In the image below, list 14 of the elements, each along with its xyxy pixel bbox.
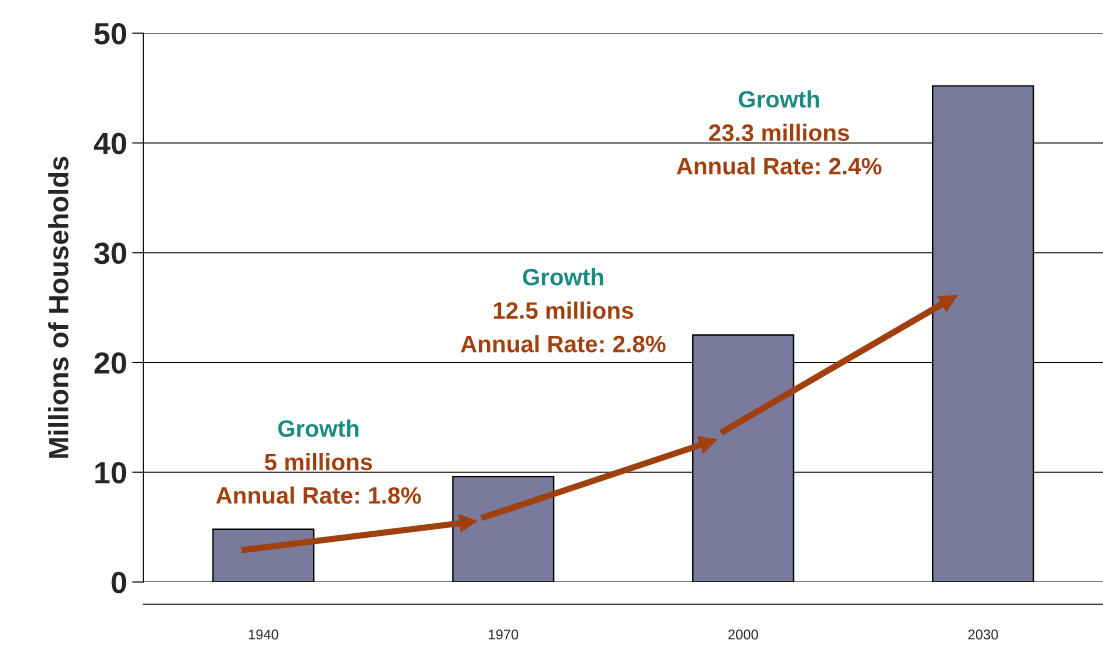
x-tick-label: 1970 (488, 629, 519, 640)
x-tick-label: 2000 (728, 629, 759, 640)
y-tick-label: 0 (111, 571, 127, 594)
y-tick-label: 10 (95, 461, 127, 484)
x-tick-label: 1940 (248, 629, 279, 640)
y-tick-label: 30 (94, 242, 127, 265)
y-tick-label: 40 (93, 132, 127, 155)
y-tick-label: 50 (94, 22, 127, 45)
y-axis-title: Millions of Households (48, 156, 69, 458)
y-tick-label: 20 (94, 352, 127, 374)
x-tick-label: 2030 (968, 629, 998, 640)
annotation: Growth 5 millions Annual Rate: 1.8% (216, 419, 421, 504)
annotation: Growth 12.5 millions Annual Rate: 2.8% (460, 268, 666, 353)
annotation: Growth 23.3 millions Annual Rate: 2.4% (676, 90, 882, 175)
